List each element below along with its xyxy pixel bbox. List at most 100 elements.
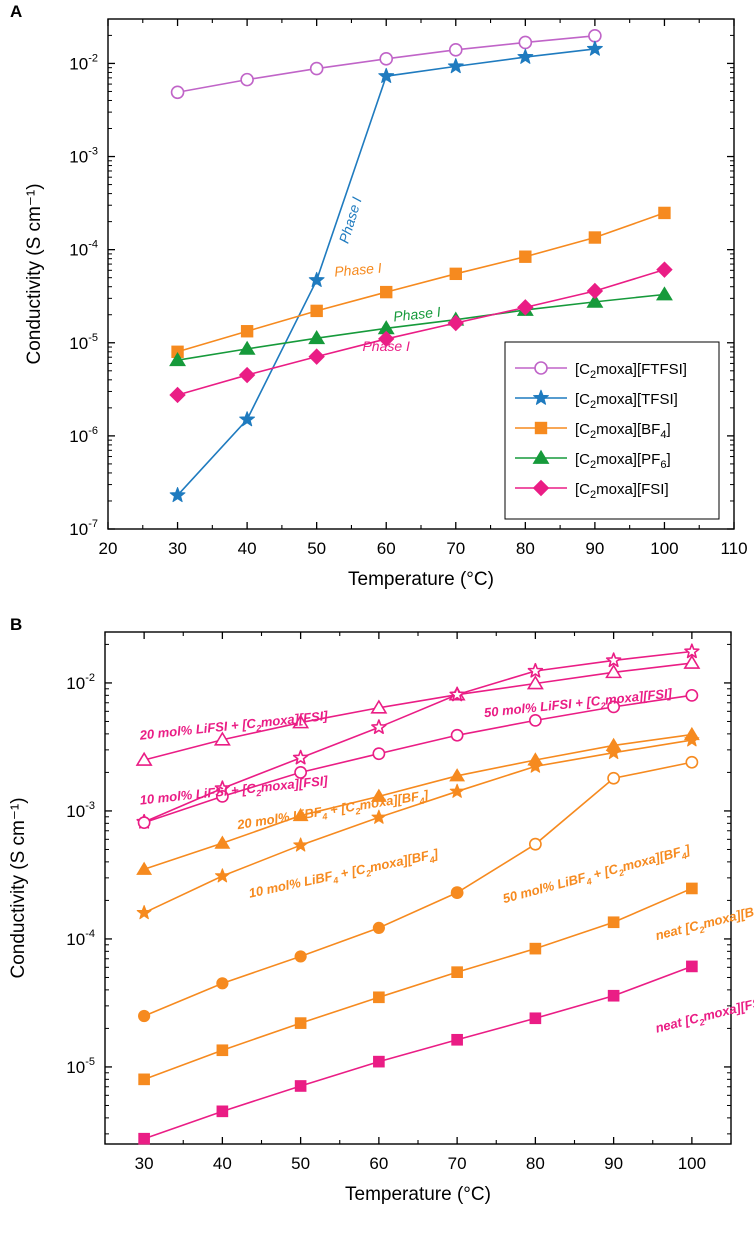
y-tick-label: 10-4: [66, 928, 95, 949]
data-point: [518, 35, 533, 50]
data-point: [685, 688, 699, 702]
data-point: [309, 61, 324, 76]
data-point: [371, 719, 387, 735]
data-point: [588, 29, 602, 43]
y-tick-label: 10-2: [69, 52, 98, 73]
data-point: [294, 950, 307, 963]
x-tick-label: 60: [369, 1154, 388, 1173]
panel-label: B: [10, 615, 22, 634]
data-point: [656, 261, 673, 278]
data-point: [215, 789, 229, 803]
data-point: [607, 989, 620, 1002]
data-point: [238, 366, 256, 384]
series-FSI50: [137, 688, 699, 830]
x-tick-label: 70: [448, 1154, 467, 1173]
x-tick-label: 100: [678, 1154, 706, 1173]
data-point: [308, 348, 325, 365]
annotation: Phase I: [334, 260, 383, 280]
data-point: [292, 714, 310, 729]
data-point: [294, 1017, 307, 1029]
series-line: [143, 694, 692, 824]
data-point: [169, 487, 186, 503]
data-point: [517, 48, 534, 64]
data-point: [517, 299, 534, 316]
y-axis-title: Conductivity (S cm⁻¹): [24, 183, 45, 364]
data-point: [527, 758, 543, 773]
panel-label: A: [10, 2, 22, 21]
series-line: [143, 650, 692, 823]
data-point: [214, 835, 231, 849]
data-point: [170, 85, 185, 100]
data-point: [372, 747, 386, 761]
series-line: [177, 268, 665, 396]
series-BF50low: [138, 886, 464, 1023]
data-point: [449, 783, 465, 798]
annotation: 50 mol% LiBF4 + [C2moxa][BF4]: [501, 842, 693, 910]
data-point: [136, 861, 153, 875]
data-point: [372, 921, 385, 934]
x-tick-label: 90: [604, 1154, 623, 1173]
data-point: [684, 732, 700, 747]
data-point: [370, 699, 388, 714]
x-tick-label: 30: [135, 1154, 154, 1173]
data-point: [373, 991, 385, 1004]
data-point: [169, 352, 186, 367]
data-point: [685, 755, 699, 769]
data-point: [586, 40, 603, 56]
y-tick-label: 10-4: [69, 239, 98, 260]
data-point: [294, 766, 308, 779]
data-point: [684, 643, 700, 659]
data-point: [137, 816, 151, 830]
data-point: [373, 1055, 385, 1068]
data-point: [292, 749, 309, 765]
data-point: [216, 1044, 229, 1057]
y-tick-label: 10-3: [66, 800, 95, 821]
x-tick-label: 80: [526, 1154, 545, 1173]
series-FSIneat: [138, 960, 698, 1145]
x-tick-label: 110: [720, 539, 747, 558]
data-point: [447, 314, 464, 332]
series-line: [143, 887, 693, 1081]
data-point: [371, 809, 387, 824]
data-point: [449, 267, 462, 281]
data-point: [451, 1033, 463, 1046]
data-point: [308, 271, 325, 287]
x-tick-label: 20: [99, 539, 118, 558]
data-point: [607, 700, 621, 714]
series-line: [143, 965, 693, 1140]
legend: [C2moxa][FTFSI] [C2moxa][TFSI] [C2moxa][BF…: [504, 341, 720, 520]
data-point: [683, 654, 701, 669]
data-point: [586, 282, 604, 300]
series-line: [143, 662, 692, 761]
data-point: [450, 728, 464, 742]
data-point: [686, 882, 698, 895]
legend-label: [C2moxa][PF6]: [575, 451, 671, 471]
series-BF4: [171, 206, 671, 358]
x-axis-title: Temperature (°C): [348, 569, 494, 590]
data-point: [658, 206, 671, 220]
data-point: [519, 250, 532, 263]
data-point: [135, 751, 153, 766]
data-point: [378, 67, 395, 83]
data-point: [529, 942, 542, 955]
data-point: [370, 788, 387, 802]
data-point: [138, 1073, 150, 1086]
series-BF10: [136, 732, 700, 920]
x-tick-label: 50: [291, 1154, 310, 1173]
legend-label: [C2moxa][FTFSI]: [575, 361, 687, 381]
data-point: [449, 686, 465, 702]
data-point: [605, 664, 623, 679]
data-point: [214, 868, 230, 883]
data-point: [239, 411, 256, 427]
annotation: 10 mol% LiFSI + [C2moxa][FSI]: [139, 773, 329, 811]
annotation: Phase I: [393, 304, 442, 325]
series-line: [456, 761, 693, 894]
data-point: [310, 304, 323, 318]
x-tick-label: 40: [238, 539, 257, 558]
data-point: [169, 386, 186, 404]
x-tick-label: 90: [585, 539, 604, 558]
data-point: [294, 1080, 307, 1092]
data-point: [588, 231, 602, 244]
data-point: [586, 293, 604, 308]
